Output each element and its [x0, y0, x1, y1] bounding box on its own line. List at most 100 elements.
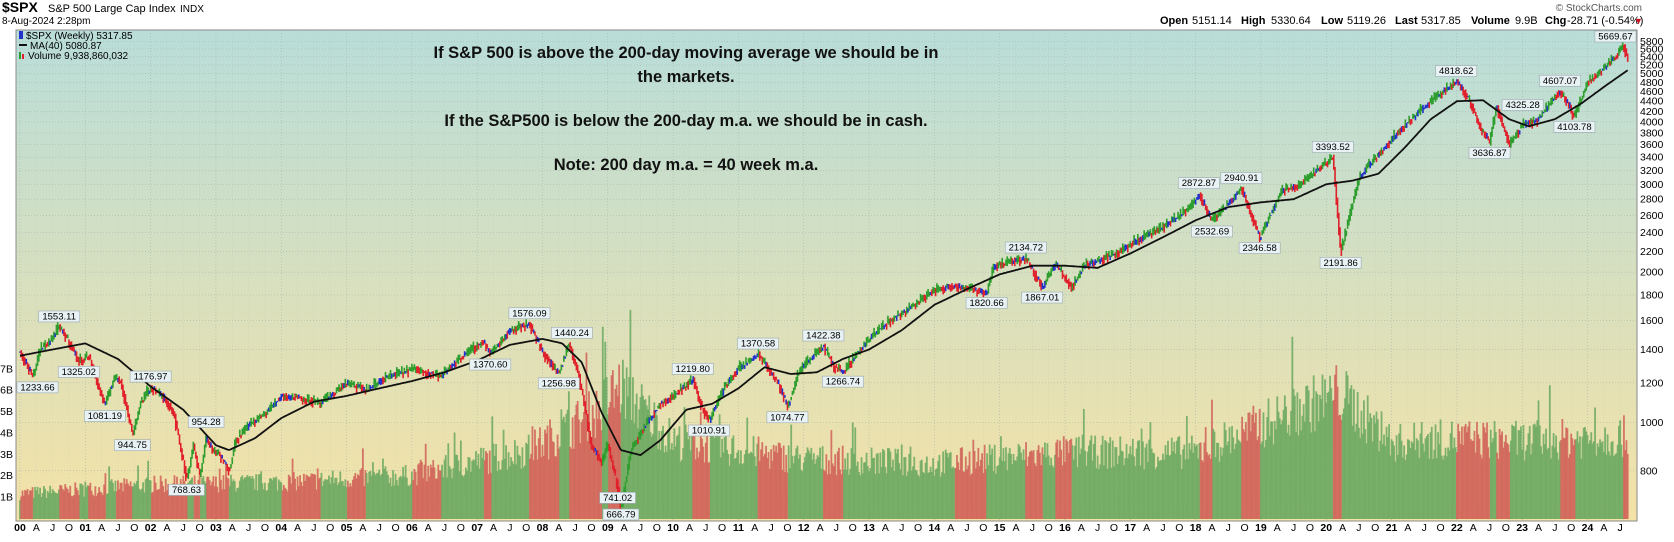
- volume-bar: [150, 492, 153, 519]
- volume-bar: [124, 484, 127, 519]
- volume-bar: [1138, 440, 1141, 519]
- volume-bar: [1243, 431, 1246, 519]
- volume-bar: [574, 415, 577, 519]
- volume-bar: [1438, 444, 1441, 519]
- x-month-label: J: [1030, 522, 1035, 534]
- volume-bar: [1165, 454, 1168, 519]
- volume-bar: [1198, 443, 1201, 519]
- volume-bar: [1282, 409, 1285, 519]
- volume-bar: [125, 479, 128, 519]
- volume-bar: [1056, 439, 1059, 519]
- volume-bar: [1139, 465, 1142, 519]
- volume-bar: [792, 463, 795, 519]
- volume-bar: [91, 494, 94, 519]
- volume-bar: [436, 478, 438, 519]
- exchange-label: INDX: [180, 4, 204, 15]
- volume-bar: [1332, 399, 1335, 519]
- volume-bar: [472, 459, 475, 519]
- volume-bar: [433, 467, 436, 519]
- x-month-label: A: [359, 522, 366, 534]
- volume-bar: [534, 429, 536, 519]
- volume-bar: [524, 465, 526, 519]
- volume-bar: [1005, 447, 1007, 519]
- volume-bar: [696, 447, 698, 519]
- y-tick-label: 3600: [1640, 139, 1664, 151]
- x-year-label: 09: [602, 522, 614, 534]
- volume-bar: [359, 469, 362, 519]
- volume-bar: [991, 448, 994, 519]
- volume-bar: [407, 485, 410, 519]
- volume-bar: [760, 449, 762, 519]
- volume-bar: [520, 468, 523, 519]
- volume-bar: [123, 478, 126, 519]
- volume-bar: [849, 468, 852, 519]
- volume-bar: [338, 482, 340, 519]
- volume-bar: [512, 463, 515, 519]
- volume-bar: [1413, 422, 1416, 519]
- volume-bar: [212, 476, 215, 519]
- volume-bar: [154, 482, 157, 519]
- volume-bar: [502, 429, 505, 519]
- volume-bar: [282, 484, 285, 519]
- volume-bar: [457, 460, 460, 519]
- volume-bar: [586, 441, 589, 519]
- volume-bar: [647, 409, 649, 519]
- volume-bar: [177, 485, 180, 519]
- volume-bar: [653, 402, 656, 519]
- volume-bar: [1625, 440, 1628, 519]
- volume-bar: [566, 409, 569, 519]
- volume-bar: [1418, 458, 1421, 519]
- volume-bar: [464, 467, 467, 519]
- volume-bar: [96, 493, 99, 519]
- data-label: 2872.87: [1182, 178, 1216, 189]
- volume-bar: [1115, 447, 1118, 519]
- x-month-label: A: [1535, 522, 1542, 534]
- volume-bar: [320, 472, 323, 519]
- volume-bar: [625, 367, 628, 519]
- volume-bar: [483, 460, 486, 519]
- data-label: 1176.97: [134, 372, 168, 383]
- volume-bar: [1585, 431, 1588, 519]
- volume-bar: [339, 471, 342, 519]
- data-label-box: [1311, 141, 1354, 153]
- x-month-label: O: [783, 522, 791, 534]
- volume-bar: [1206, 452, 1208, 519]
- volume-bar: [233, 481, 236, 519]
- volume-bar: [330, 477, 333, 519]
- data-label: 4103.78: [1557, 122, 1591, 133]
- volume-tick-label: 6B: [0, 385, 13, 397]
- volume-bar: [854, 427, 857, 519]
- x-month-label: A: [1274, 522, 1281, 534]
- volume-bar: [571, 417, 574, 519]
- y-tick-label: 1400: [1640, 344, 1664, 356]
- volume-bar: [1080, 448, 1083, 519]
- volume-bar: [1281, 420, 1284, 519]
- volume-bar: [109, 481, 112, 519]
- volume-bar: [845, 469, 848, 519]
- volume-bar: [1155, 466, 1158, 519]
- volume-bar: [1489, 429, 1492, 519]
- x-month-label: A: [686, 522, 693, 534]
- volume-bar: [1525, 450, 1527, 519]
- volume-bar: [355, 478, 358, 519]
- volume-bar: [559, 446, 561, 519]
- volume-bar: [60, 485, 63, 519]
- x-month-label: A: [1143, 522, 1150, 534]
- volume-bar: [1395, 435, 1398, 519]
- volume-bar: [1228, 427, 1231, 519]
- volume-bar: [1290, 410, 1292, 519]
- volume-bar: [840, 474, 843, 519]
- volume-bar: [683, 407, 686, 519]
- volume-bar: [1399, 423, 1402, 519]
- volume-bar: [1229, 453, 1232, 519]
- volume-bar: [1499, 434, 1502, 519]
- volume-bar: [1249, 431, 1252, 519]
- volume-bar: [497, 461, 500, 519]
- volume-bar: [1247, 412, 1250, 519]
- volume-bar: [1199, 442, 1202, 519]
- volume-bar: [777, 442, 780, 519]
- volume-bar: [1484, 432, 1487, 519]
- volume-bar: [167, 484, 170, 519]
- volume-bar: [1504, 435, 1507, 519]
- volume-bar: [475, 451, 477, 519]
